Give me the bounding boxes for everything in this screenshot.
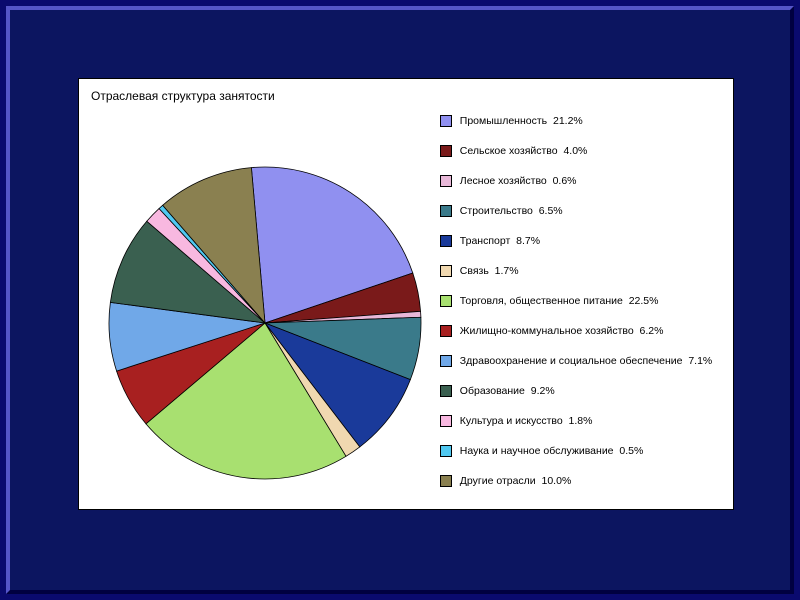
legend-label: Транспорт bbox=[460, 236, 511, 247]
legend: Промышленность 21.2% Сельское хозяйство 4… bbox=[440, 113, 733, 501]
legend-item: Лесное хозяйство 0.6% bbox=[440, 175, 725, 187]
legend-swatch bbox=[440, 295, 452, 307]
legend-swatch bbox=[440, 355, 452, 367]
legend-label: Лесное хозяйство bbox=[460, 176, 547, 187]
legend-label: Сельское хозяйство bbox=[460, 146, 558, 157]
legend-swatch bbox=[440, 385, 452, 397]
legend-swatch bbox=[440, 325, 452, 337]
legend-percent: 21.2% bbox=[547, 116, 583, 127]
legend-label: Жилищно-коммунальное хозяйство bbox=[460, 326, 634, 337]
legend-percent: 10.0% bbox=[536, 476, 572, 487]
legend-label: Промышленность bbox=[460, 116, 547, 127]
pie-chart bbox=[79, 113, 440, 503]
legend-percent: 1.8% bbox=[563, 416, 593, 427]
legend-swatch bbox=[440, 265, 452, 277]
legend-swatch bbox=[440, 235, 452, 247]
legend-percent: 6.2% bbox=[634, 326, 664, 337]
legend-swatch bbox=[440, 205, 452, 217]
chart-body: Промышленность 21.2% Сельское хозяйство 4… bbox=[79, 113, 733, 501]
legend-item: Торговля, общественное питание 22.5% bbox=[440, 295, 725, 307]
legend-item: Строительство 6.5% bbox=[440, 205, 725, 217]
legend-label: Здравоохранение и социальное обеспечение bbox=[460, 356, 683, 367]
legend-item: Здравоохранение и социальное обеспечение… bbox=[440, 355, 725, 367]
legend-percent: 8.7% bbox=[510, 236, 540, 247]
legend-label: Другие отрасли bbox=[460, 476, 536, 487]
legend-percent: 1.7% bbox=[489, 266, 519, 277]
legend-item: Промышленность 21.2% bbox=[440, 115, 725, 127]
legend-item: Культура и искусство 1.8% bbox=[440, 415, 725, 427]
legend-swatch bbox=[440, 445, 452, 457]
legend-swatch bbox=[440, 415, 452, 427]
pie-area bbox=[79, 113, 440, 501]
legend-percent: 7.1% bbox=[682, 356, 712, 367]
legend-swatch bbox=[440, 145, 452, 157]
legend-percent: 9.2% bbox=[525, 386, 555, 397]
legend-item: Жилищно-коммунальное хозяйство 6.2% bbox=[440, 325, 725, 337]
legend-item: Образование 9.2% bbox=[440, 385, 725, 397]
chart-title: Отраслевая структура занятости bbox=[91, 89, 275, 103]
legend-label: Связь bbox=[460, 266, 489, 277]
legend-label: Торговля, общественное питание bbox=[460, 296, 623, 307]
legend-item: Связь 1.7% bbox=[440, 265, 725, 277]
legend-percent: 0.6% bbox=[547, 176, 577, 187]
legend-percent: 6.5% bbox=[533, 206, 563, 217]
legend-label: Образование bbox=[460, 386, 525, 397]
legend-swatch bbox=[440, 175, 452, 187]
legend-swatch bbox=[440, 475, 452, 487]
slide-outer-frame: Отраслевая структура занятости Промышлен… bbox=[0, 0, 800, 600]
legend-label: Культура и искусство bbox=[460, 416, 563, 427]
legend-swatch bbox=[440, 115, 452, 127]
legend-label: Наука и научное обслуживание bbox=[460, 446, 614, 457]
slide-bevel: Отраслевая структура занятости Промышлен… bbox=[6, 6, 794, 594]
legend-percent: 4.0% bbox=[558, 146, 588, 157]
slide-background: Отраслевая структура занятости Промышлен… bbox=[10, 10, 790, 590]
legend-percent: 0.5% bbox=[614, 446, 644, 457]
legend-item: Сельское хозяйство 4.0% bbox=[440, 145, 725, 157]
legend-item: Транспорт 8.7% bbox=[440, 235, 725, 247]
legend-item: Наука и научное обслуживание 0.5% bbox=[440, 445, 725, 457]
legend-label: Строительство bbox=[460, 206, 533, 217]
legend-percent: 22.5% bbox=[623, 296, 659, 307]
chart-panel: Отраслевая структура занятости Промышлен… bbox=[78, 78, 734, 510]
legend-item: Другие отрасли 10.0% bbox=[440, 475, 725, 487]
